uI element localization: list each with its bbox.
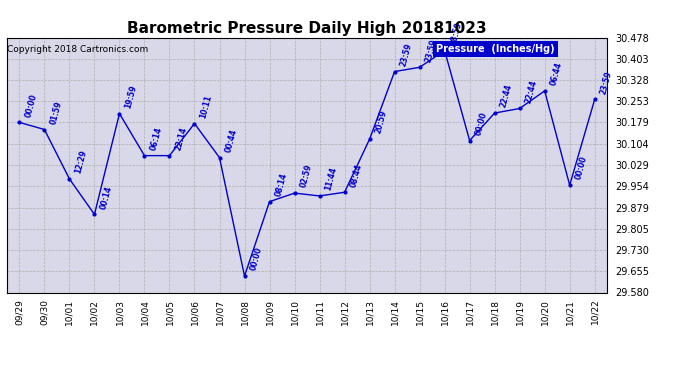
Text: 20:59: 20:59	[374, 110, 388, 135]
Text: Pressure  (Inches/Hg): Pressure (Inches/Hg)	[436, 44, 555, 54]
Text: 08:44: 08:44	[348, 162, 364, 188]
Text: 06:14: 06:14	[148, 126, 164, 152]
Text: 22:14: 22:14	[174, 126, 188, 152]
Text: 08:59: 08:59	[448, 21, 464, 46]
Text: 08:14: 08:14	[274, 172, 288, 198]
Text: 12:29: 12:29	[74, 149, 88, 175]
Text: 22:44: 22:44	[499, 83, 514, 109]
Text: Copyright 2018 Cartronics.com: Copyright 2018 Cartronics.com	[7, 45, 148, 54]
Text: 00:00: 00:00	[474, 111, 489, 136]
Text: 11:44: 11:44	[324, 166, 339, 192]
Text: 23:59: 23:59	[424, 38, 439, 63]
Text: 00:14: 00:14	[99, 184, 114, 210]
Text: 00:00: 00:00	[574, 155, 589, 181]
Text: 00:00: 00:00	[23, 93, 39, 118]
Text: 22:44: 22:44	[524, 79, 539, 104]
Text: 00:00: 00:00	[248, 246, 264, 272]
Title: Barometric Pressure Daily High 20181023: Barometric Pressure Daily High 20181023	[127, 21, 487, 36]
Text: 02:59: 02:59	[299, 164, 314, 189]
Text: 23:59: 23:59	[599, 70, 614, 95]
Text: 06:44: 06:44	[549, 61, 564, 87]
Text: 00:44: 00:44	[224, 128, 239, 153]
Text: 19:59: 19:59	[124, 84, 139, 110]
Text: 10:11: 10:11	[199, 94, 214, 119]
Text: 01:59: 01:59	[48, 100, 63, 125]
Text: 23:59: 23:59	[399, 42, 414, 68]
